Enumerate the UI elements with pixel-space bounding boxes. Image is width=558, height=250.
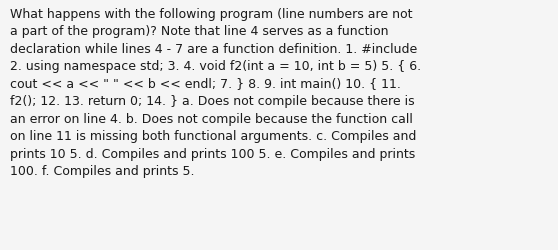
Text: What happens with the following program (line numbers are not
a part of the prog: What happens with the following program …	[10, 8, 421, 177]
